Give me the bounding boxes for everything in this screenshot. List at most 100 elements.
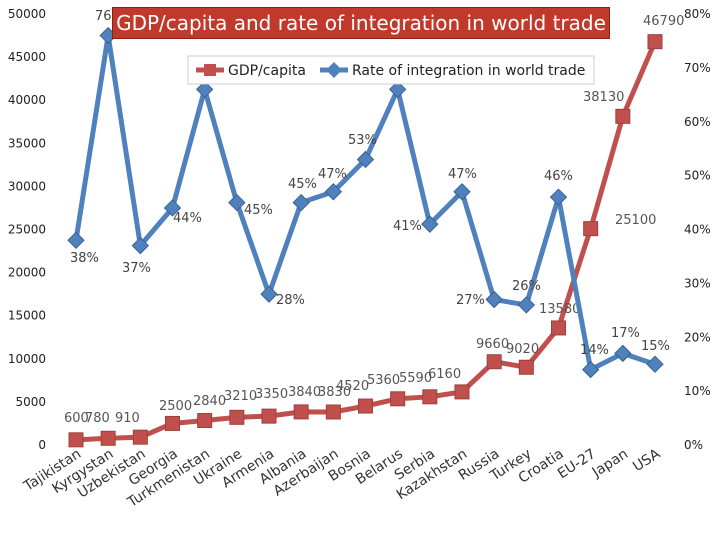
x-tick-label: USA (630, 446, 663, 475)
gdp-marker (261, 408, 277, 424)
gdp-marker (551, 320, 566, 336)
gdp-data-label: 9660 (476, 337, 509, 352)
gdp-data-label: 3830 (318, 385, 351, 400)
gdp-data-label: 13580 (539, 302, 580, 317)
gdp-data-label: 910 (115, 411, 140, 426)
trade-marker (356, 150, 375, 169)
y-left-tick-label: 30000 (8, 179, 46, 193)
trade-marker (163, 199, 182, 217)
trade-data-label: 15% (641, 339, 670, 354)
gdp-marker (358, 398, 373, 414)
gdp-marker (68, 432, 84, 448)
y-left-tick-label: 35000 (8, 136, 46, 150)
y-left-tick-label: 5000 (15, 395, 46, 409)
gdp-data-label: 5360 (367, 373, 400, 388)
trade-data-label: 44% (173, 211, 202, 226)
gdp-marker (615, 108, 631, 124)
trade-marker (485, 290, 503, 309)
gdp-marker (486, 354, 502, 370)
gdp-marker (229, 409, 245, 425)
trade-data-label: 27% (456, 293, 485, 308)
trade-data-label: 53% (348, 133, 377, 148)
chart-title: GDP/capita and rate of integration in wo… (112, 7, 610, 39)
y-left-tick-label: 20000 (8, 266, 46, 280)
y-right-tick-label: 60% (684, 115, 711, 129)
trade-marker (549, 188, 568, 206)
trade-data-label: 14% (580, 343, 609, 358)
gdp-data-label: 5590 (399, 371, 432, 386)
y-right-tick-label: 30% (684, 276, 711, 290)
gdp-data-label: 600 (64, 411, 89, 426)
trade-marker (388, 80, 407, 99)
gdp-marker (132, 429, 148, 445)
gdp-marker (325, 404, 341, 420)
gdp-marker (454, 384, 470, 400)
trade-data-label: 47% (318, 167, 347, 182)
gdp-data-label: 2840 (193, 394, 226, 409)
y-left-tick-label: 10000 (8, 352, 46, 366)
legend-box (187, 55, 595, 85)
gdp-data-label: 2500 (159, 399, 192, 414)
trade-marker (453, 183, 471, 201)
trade-marker (517, 296, 536, 314)
trade-data-label: 26% (512, 279, 541, 294)
gdp-data-label: 38130 (583, 90, 624, 105)
gdp-data-label: 9020 (506, 342, 539, 357)
gdp-marker (197, 413, 213, 429)
trade-data-label: 38% (70, 251, 99, 266)
y-left-tick-label: 45000 (8, 50, 46, 64)
y-right-tick-label: 10% (684, 384, 711, 398)
y-left-tick-label: 15000 (8, 309, 46, 323)
gdp-marker (422, 389, 438, 405)
x-tick-label: Japan (589, 446, 631, 481)
gdp-data-label: 25100 (615, 213, 656, 228)
trade-marker (228, 193, 246, 212)
trade-line (73, 33, 656, 373)
y-left-tick-label: 25000 (8, 223, 46, 237)
trade-marker (292, 193, 310, 212)
trade-marker (67, 231, 85, 249)
y-right-tick-label: 20% (684, 330, 711, 344)
x-tick-label: EU-27 (555, 446, 599, 482)
y-right-tick-label: 0% (684, 438, 703, 452)
legend-trade-marker (326, 62, 342, 78)
trade-marker (421, 215, 439, 233)
y-right-tick-label: 70% (684, 61, 711, 75)
gdp-marker (293, 404, 309, 420)
trade-data-label: 46% (544, 169, 573, 184)
trade-marker (614, 344, 632, 363)
trade-data-label: 17% (611, 326, 640, 341)
trade-marker (646, 355, 664, 373)
gdp-marker (100, 430, 116, 446)
y-right-tick-label: 80% (684, 7, 711, 21)
gdp-marker (583, 221, 599, 237)
gdp-data-label: 4520 (336, 379, 369, 394)
trade-marker (324, 183, 343, 201)
trade-marker (195, 80, 214, 99)
legend-gdp-marker (204, 64, 216, 76)
y-right-tick-label: 50% (684, 169, 711, 183)
gdp-marker (390, 391, 406, 407)
gdp-marker (518, 359, 534, 375)
trade-marker (131, 236, 150, 255)
legend-trade-label: Rate of integration in world trade (352, 63, 585, 79)
gdp-data-label: 3840 (288, 385, 321, 400)
gdp-marker (165, 415, 180, 431)
gdp-data-label: 46790 (643, 14, 684, 29)
legend: GDP/capita Rate of integration in world t… (187, 55, 595, 85)
trade-data-label: 28% (276, 293, 305, 308)
trade-marker (260, 285, 278, 303)
trade-data-label: 45% (244, 203, 273, 218)
gdp-marker (647, 34, 663, 50)
y-left-tick-label: 40000 (8, 93, 46, 107)
trade-data-label: 47% (448, 167, 477, 182)
y-right-tick-label: 40% (684, 223, 711, 237)
trade-data-label: 76 (95, 9, 112, 24)
gdp-data-label: 3350 (255, 387, 288, 402)
trade-data-label: 45% (288, 177, 317, 192)
y-left-tick-label: 0 (38, 438, 46, 452)
legend-gdp-label: GDP/capita (228, 63, 306, 79)
trade-data-label: 41% (393, 219, 422, 234)
